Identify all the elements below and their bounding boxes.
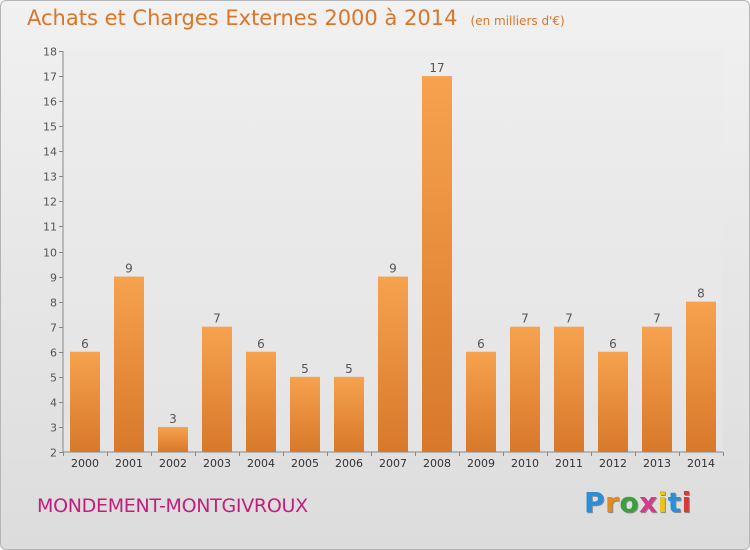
data-label: 7 bbox=[213, 312, 221, 326]
data-label: 17 bbox=[429, 61, 444, 75]
x-tick-label: 2001 bbox=[115, 457, 143, 470]
x-tick-label: 2014 bbox=[687, 457, 715, 470]
data-label: 5 bbox=[345, 362, 353, 376]
data-label: 6 bbox=[477, 337, 485, 351]
y-tick-label: 13 bbox=[43, 171, 57, 184]
y-tick-label: 2 bbox=[50, 447, 57, 460]
y-tick-label: 9 bbox=[50, 272, 57, 285]
y-tick-label: 8 bbox=[50, 297, 57, 310]
logo-letter: t bbox=[667, 486, 682, 519]
x-tick-label: 2005 bbox=[291, 457, 319, 470]
bar bbox=[686, 301, 716, 452]
bar bbox=[378, 276, 408, 452]
data-label: 7 bbox=[565, 312, 573, 326]
y-tick-label: 6 bbox=[50, 347, 57, 360]
bar bbox=[114, 276, 144, 452]
x-tick-label: 2010 bbox=[511, 457, 539, 470]
title-text: Achats et Charges Externes 2000 à 2014 bbox=[27, 6, 458, 30]
y-tick-label: 12 bbox=[43, 196, 57, 209]
y-tick-label: 16 bbox=[43, 96, 57, 109]
data-label: 6 bbox=[81, 337, 89, 351]
data-label: 3 bbox=[169, 412, 177, 426]
logo-letter: r bbox=[605, 486, 620, 519]
bar bbox=[598, 351, 628, 452]
y-tick-label: 10 bbox=[43, 247, 57, 260]
x-tick-label: 2009 bbox=[467, 457, 495, 470]
proxiti-logo: Proxiti bbox=[584, 486, 692, 519]
y-tick-label: 17 bbox=[43, 71, 57, 84]
x-tick-label: 2000 bbox=[71, 457, 99, 470]
logo-letter: o bbox=[619, 486, 640, 519]
x-tick-label: 2003 bbox=[203, 457, 231, 470]
commune-name: MONDEMENT-MONTGIVROUX bbox=[37, 495, 308, 517]
bar bbox=[466, 351, 496, 452]
x-tick-label: 2007 bbox=[379, 457, 407, 470]
data-label: 6 bbox=[257, 337, 265, 351]
x-tick-label: 2002 bbox=[159, 457, 187, 470]
bar bbox=[642, 326, 672, 452]
logo-letter: i bbox=[657, 486, 668, 519]
bar bbox=[70, 351, 100, 452]
y-tick-label: 18 bbox=[43, 46, 57, 59]
x-tick-label: 2004 bbox=[247, 457, 275, 470]
logo-letter: i bbox=[681, 486, 692, 519]
y-tick-label: 11 bbox=[43, 221, 57, 234]
chart-title: Achats et Charges Externes 2000 à 2014 (… bbox=[27, 6, 565, 30]
logo-letter: P bbox=[584, 486, 606, 519]
x-tick-label: 2012 bbox=[599, 457, 627, 470]
data-label: 6 bbox=[609, 337, 617, 351]
bar bbox=[290, 376, 320, 452]
data-label: 8 bbox=[697, 287, 705, 301]
x-tick-label: 2008 bbox=[423, 457, 451, 470]
data-label: 7 bbox=[521, 312, 529, 326]
data-label: 7 bbox=[653, 312, 661, 326]
data-label: 9 bbox=[125, 262, 133, 276]
unit-text: (en milliers d'€) bbox=[470, 14, 565, 28]
x-tick-label: 2006 bbox=[335, 457, 363, 470]
y-tick-label: 4 bbox=[50, 397, 57, 410]
bar bbox=[158, 426, 188, 452]
bar bbox=[554, 326, 584, 452]
bar bbox=[334, 376, 364, 452]
y-tick-label: 7 bbox=[50, 322, 57, 335]
y-tick-label: 14 bbox=[43, 146, 57, 159]
data-label: 5 bbox=[301, 362, 309, 376]
y-tick-label: 15 bbox=[43, 121, 57, 134]
bar bbox=[246, 351, 276, 452]
data-label: 9 bbox=[389, 262, 397, 276]
bar bbox=[422, 76, 452, 452]
x-tick-label: 2013 bbox=[643, 457, 671, 470]
bar bbox=[202, 326, 232, 452]
bar bbox=[510, 326, 540, 452]
x-tick-label: 2011 bbox=[555, 457, 583, 470]
y-tick-label: 3 bbox=[50, 422, 57, 435]
y-tick-label: 5 bbox=[50, 372, 57, 385]
logo-letter: x bbox=[639, 486, 658, 519]
